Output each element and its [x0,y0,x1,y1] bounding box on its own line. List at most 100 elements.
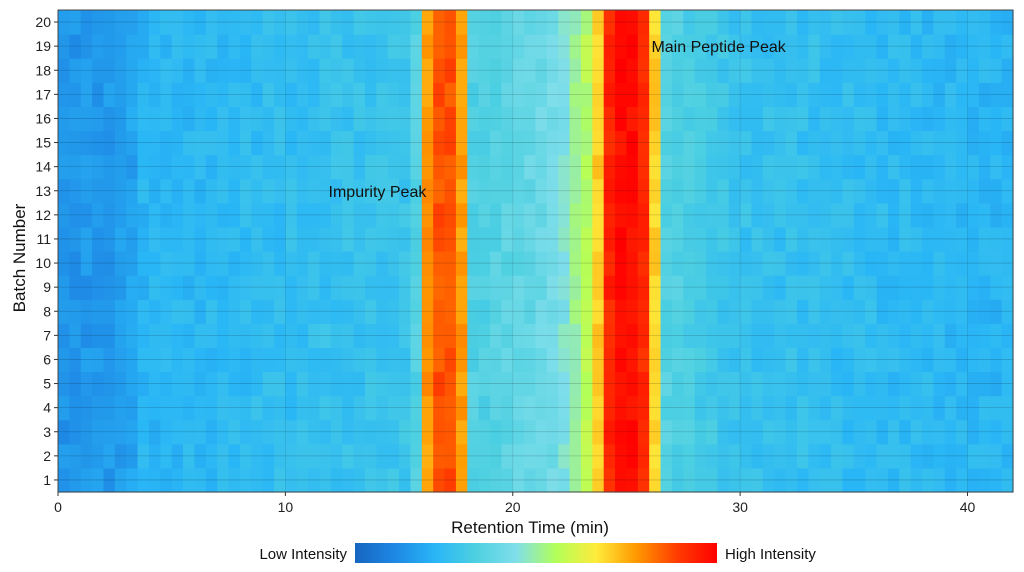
peak-annotation: Main Peptide Peak [651,39,786,56]
heatmap-cell [319,130,332,156]
y-tick-label: 4 [43,400,51,416]
heatmap-cell [910,371,923,397]
peak-annotation: Impurity Peak [329,184,428,201]
heatmap-cell [137,178,150,204]
heatmap-cell [274,130,286,156]
heatmap-cell [774,58,787,83]
heatmap-cell [819,130,832,156]
heatmap-cell [694,82,707,107]
heatmap-cell [467,347,480,373]
heatmap-cell [183,202,196,228]
heatmap-cell [103,154,116,180]
heatmap-cell [160,251,173,276]
heatmap-cell [592,299,605,324]
heatmap-cell [387,251,400,276]
heatmap-cell [274,34,286,59]
heatmap-cell [978,467,991,493]
heatmap-cell [148,34,161,59]
heatmap-cell [717,275,730,300]
heatmap-cell [501,443,514,469]
heatmap-cell [228,443,241,469]
heatmap-cell [251,275,264,300]
heatmap-cell [956,34,969,59]
heatmap-cell [171,251,184,276]
heatmap-cell [546,443,559,469]
heatmap-cell [831,82,844,107]
heatmap-cell [853,58,866,83]
heatmap-cell [319,10,332,35]
heatmap-cell [865,202,878,228]
heatmap-cell [490,275,502,300]
heatmap-cell [512,443,525,469]
heatmap-cell [433,395,446,421]
heatmap-cell [410,130,423,156]
heatmap-cell [683,106,696,132]
heatmap-cell [80,130,93,156]
heatmap-cell [80,178,93,204]
heatmap-cell [58,82,70,107]
heatmap-cell [239,299,252,324]
heatmap-cell [785,10,798,35]
heatmap-cell [80,226,93,252]
heatmap-cell [103,34,116,59]
heatmap-cell [274,106,286,132]
heatmap-cell [535,226,548,252]
heatmap-cell [660,275,673,300]
heatmap-cell [660,443,673,469]
heatmap-cell [126,419,139,445]
heatmap-cell [455,58,468,83]
heatmap-cell [467,82,480,107]
heatmap-cell [694,202,707,228]
heatmap-cell [978,154,991,180]
heatmap-cell [421,202,434,228]
heatmap-cell [205,58,218,83]
heatmap-cell [740,467,753,493]
heatmap-cell [558,34,571,59]
heatmap-cell [92,251,105,276]
heatmap-cell [592,323,605,348]
heatmap-cell [853,202,866,228]
heatmap-cell [160,130,173,156]
heatmap-cell [330,106,343,132]
heatmap-cell [274,251,286,276]
heatmap-cell [194,467,207,493]
heatmap-cell [69,82,82,107]
heatmap-cell [683,130,696,156]
heatmap-cell [387,299,400,324]
heatmap-cell [649,154,662,180]
heatmap-cell [262,202,275,228]
heatmap-cell [762,299,775,324]
heatmap-cell [865,106,878,132]
heatmap-cell [626,251,639,276]
heatmap-cell [92,226,105,252]
heatmap-cell [285,226,298,252]
heatmap-cell [808,347,821,373]
heatmap-cell [592,34,605,59]
heatmap-cell [887,154,900,180]
heatmap-cell [524,467,537,493]
heatmap-cell [558,419,571,445]
heatmap-cell [421,419,434,445]
heatmap-cell [762,130,775,156]
heatmap-cell [467,443,480,469]
heatmap-cell [808,82,821,107]
heatmap-cell [910,275,923,300]
heatmap-cell [137,58,150,83]
heatmap-cell [330,130,343,156]
heatmap-cell [615,347,628,373]
heatmap-cell [501,130,514,156]
heatmap-cell [217,371,230,397]
heatmap-cell [80,299,93,324]
heatmap-cell [296,395,309,421]
heatmap-cell [319,299,332,324]
heatmap-cell [410,106,423,132]
heatmap-cell [171,323,184,348]
heatmap-cell [444,226,457,252]
heatmap-cell [205,467,218,493]
heatmap-cell [376,34,389,59]
heatmap-cell [922,82,935,107]
heatmap-cell [933,154,946,180]
heatmap-cell [831,299,844,324]
heatmap-cell [683,226,696,252]
heatmap-cell [262,443,275,469]
